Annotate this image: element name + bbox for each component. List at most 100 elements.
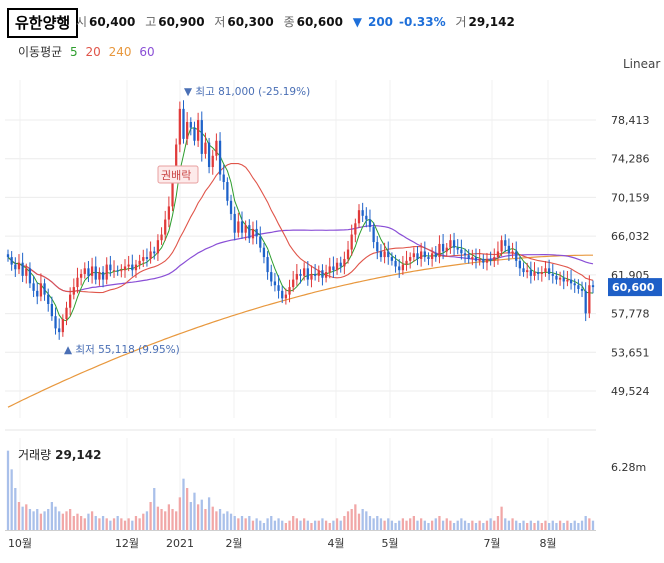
volume-bar <box>32 511 35 530</box>
candle <box>321 270 324 278</box>
high-value: 60,900 <box>158 15 205 29</box>
volume-bar <box>270 516 273 530</box>
volume-bar <box>222 513 225 530</box>
ma-240-path <box>7 254 593 408</box>
x-tick-label: 4월 <box>327 537 344 550</box>
volume-bar <box>533 523 536 530</box>
volume-bar <box>507 520 511 530</box>
volume-bar <box>354 504 357 530</box>
volume-bar <box>317 520 320 530</box>
volume-bar <box>335 518 339 530</box>
candle <box>533 272 536 276</box>
event-annotation: 권배락 <box>161 169 191 182</box>
candle <box>259 236 262 248</box>
volume-bar <box>83 518 86 530</box>
candle <box>233 213 236 233</box>
volume-bar <box>540 523 543 530</box>
candle <box>153 251 156 254</box>
volume-bar <box>346 511 350 530</box>
candle <box>339 262 342 267</box>
volume-bar <box>544 520 547 530</box>
volume-bar <box>98 518 101 530</box>
candle <box>310 273 313 280</box>
volume-bar <box>248 516 251 530</box>
candle <box>36 290 39 297</box>
candle <box>127 264 130 267</box>
candle <box>372 227 375 243</box>
candle <box>98 272 101 280</box>
volume-bar <box>441 520 445 530</box>
candle <box>471 257 474 259</box>
volume-bar <box>584 516 587 530</box>
volume-bar <box>588 518 591 530</box>
ma-5: 5 <box>70 45 78 59</box>
scale-label: Linear <box>623 57 661 71</box>
candle <box>430 253 434 259</box>
candle <box>167 206 171 220</box>
volume-bar <box>449 520 452 530</box>
volume-bar <box>145 511 149 530</box>
annotations: ▼ 최고 81,000 (-25.19%) ▲ 최저 55,118 (9.95%)… <box>64 86 662 356</box>
volume-bar <box>566 520 569 530</box>
candle <box>10 257 13 265</box>
moving-average-legend[interactable]: 이동평균 5 20 240 60 <box>18 43 159 60</box>
candle <box>175 144 178 177</box>
ma-5-path <box>7 127 594 322</box>
volume-bar <box>537 520 540 530</box>
candle <box>61 318 64 333</box>
candle <box>335 262 339 271</box>
y-tick-label: 66,032 <box>611 230 650 243</box>
volume-bar <box>526 523 529 530</box>
candle <box>591 285 595 288</box>
volume-bar <box>445 518 448 530</box>
volume-bar <box>324 520 328 530</box>
candle <box>537 272 540 274</box>
volume-panel-title: 거래량 29,142 <box>18 446 101 463</box>
volume-bar <box>496 516 500 530</box>
candle <box>90 266 94 276</box>
volume-bar <box>310 523 313 530</box>
candle <box>365 215 368 220</box>
candle <box>266 257 269 273</box>
high-annotation: ▼ 최고 81,000 (-25.19%) <box>184 86 310 98</box>
x-tick-label: 10월 <box>8 537 32 550</box>
volume-bar <box>69 509 72 530</box>
volume-bar <box>58 511 61 530</box>
volume-bar <box>343 516 346 530</box>
candle <box>222 174 225 183</box>
candle <box>189 121 192 128</box>
stock-title[interactable]: 유한양행 <box>7 8 79 38</box>
y-tick-label: 53,651 <box>611 346 650 359</box>
candle <box>79 273 83 278</box>
volume-bar <box>562 523 565 530</box>
volume-bar <box>277 518 280 530</box>
volume-bar <box>229 513 233 530</box>
volume-bar <box>427 523 430 530</box>
volume-bar <box>259 520 262 530</box>
close-value: 60,600 <box>296 15 343 29</box>
volume-bar <box>167 504 171 530</box>
ma-20-line <box>7 162 594 294</box>
volume-bar <box>518 523 522 530</box>
volume-bar <box>306 520 309 530</box>
volume-bar <box>412 516 415 530</box>
volume-bar <box>61 513 64 530</box>
candle <box>138 260 141 265</box>
candle <box>43 283 46 295</box>
candle <box>398 266 401 271</box>
candle <box>368 219 372 228</box>
volume-bar <box>405 520 408 530</box>
candle <box>270 272 273 282</box>
volume-bar <box>10 469 13 530</box>
x-tick-label: 2월 <box>225 537 242 550</box>
volume-bar <box>273 520 277 530</box>
candle <box>87 268 90 276</box>
candle <box>240 221 244 233</box>
volume-bar <box>558 520 562 530</box>
scale-selector[interactable]: Linear⌄ <box>623 57 664 71</box>
candle <box>76 277 79 288</box>
candle <box>540 272 543 274</box>
low-annotation: ▲ 최저 55,118 (9.95%) <box>64 344 180 356</box>
volume-bar <box>156 506 160 530</box>
